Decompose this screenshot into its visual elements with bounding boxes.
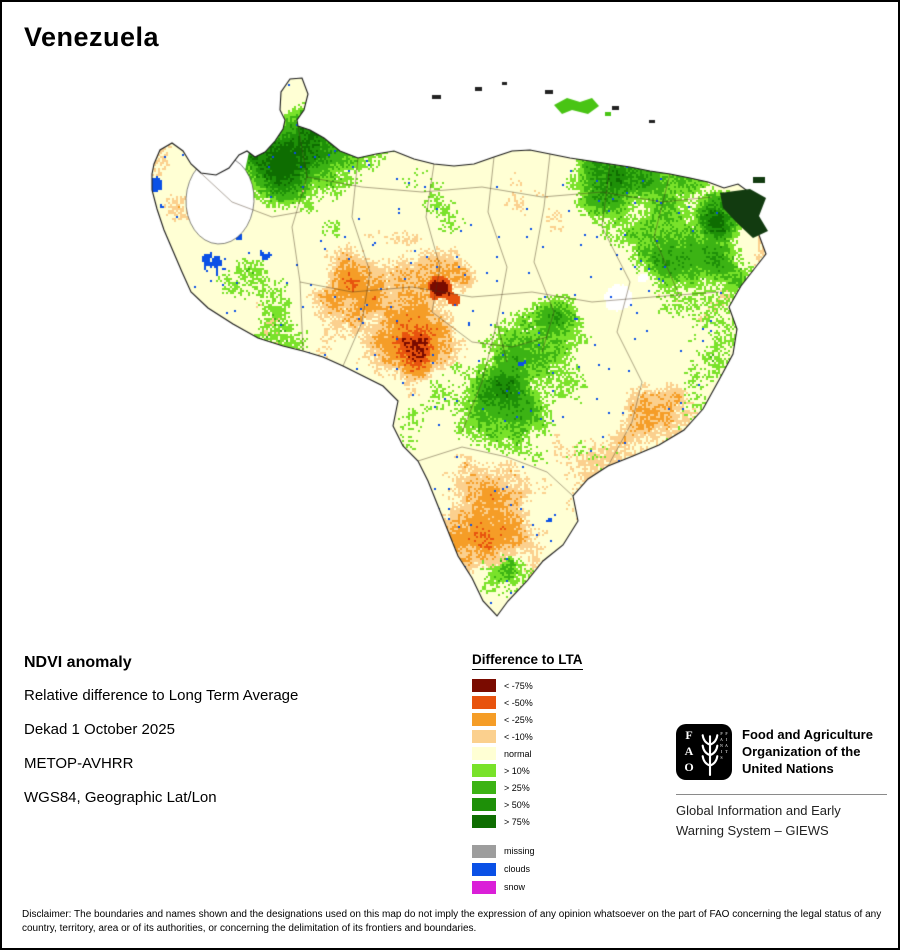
legend-swatch (472, 844, 496, 858)
legend-label: < -10% (504, 731, 533, 742)
legend-row: normal (472, 745, 583, 762)
legend-row: < -25% (472, 711, 583, 728)
fao-branding-block: FAO FIAT PANIS Food and Agriculture Orga… (676, 724, 890, 841)
page-title: Venezuela (24, 22, 160, 52)
wheat-icon (701, 734, 719, 776)
map-info-block: NDVI anomaly Relative difference to Long… (24, 654, 298, 823)
legend-label: > 50% (504, 799, 530, 810)
org-line: Organization of the (742, 744, 861, 759)
giews-name: Global Information and Early Warning Sys… (676, 801, 890, 841)
legend-swatch (472, 679, 496, 692)
info-line: METOP-AVHRR (24, 755, 134, 772)
legend-row: > 25% (472, 779, 583, 796)
legend-row: > 75% (472, 813, 583, 830)
legend-label: > 10% (504, 765, 530, 776)
legend-label: > 25% (504, 782, 530, 793)
legend-scale: < -75% < -50% < -25% < -10% normal > 10% (472, 677, 583, 830)
disclaimer-text: Disclaimer: The boundaries and names sho… (22, 909, 882, 934)
org-line: United Nations (742, 761, 834, 776)
legend-swatch (472, 713, 496, 726)
giews-line: Warning System – GIEWS (676, 823, 829, 838)
legend-label: < -75% (504, 680, 533, 691)
legend-row: < -75% (472, 677, 583, 694)
giews-line: Global Information and Early (676, 803, 841, 818)
legend-swatch (472, 781, 496, 794)
legend-label: snow (504, 882, 526, 892)
legend-swatch (472, 696, 496, 709)
legend-row: > 10% (472, 762, 583, 779)
legend-swatch (472, 764, 496, 777)
legend-swatch (472, 747, 496, 760)
legend-label: normal (504, 748, 532, 759)
legend-label: clouds (504, 864, 531, 874)
branding-divider (676, 794, 887, 795)
legend-label: missing (504, 846, 535, 856)
legend: Difference to LTA < -75% < -50% < -25% <… (472, 651, 583, 896)
legend-swatch (472, 798, 496, 811)
legend-row: < -50% (472, 694, 583, 711)
legend-row: < -10% (472, 728, 583, 745)
fao-logo-text: FAO (682, 728, 696, 776)
legend-row: missing (472, 842, 583, 860)
fao-logo: FAO FIAT PANIS (676, 724, 732, 780)
legend-swatch (472, 730, 496, 743)
legend-label: > 75% (504, 816, 530, 827)
legend-swatch (472, 880, 496, 894)
legend-label: < -50% (504, 697, 533, 708)
fao-org-name: Food and Agriculture Organization of the… (742, 724, 873, 780)
legend-swatch (472, 862, 496, 876)
legend-row: > 50% (472, 796, 583, 813)
info-line: Relative difference to Long Term Average (24, 687, 299, 704)
legend-row: clouds (472, 860, 583, 878)
legend-extra: missing clouds snow (472, 842, 583, 896)
org-line: Food and Agriculture (742, 727, 873, 742)
info-line: Dekad 1 October 2025 (24, 721, 175, 738)
legend-label: < -25% (504, 714, 533, 725)
fao-logo-motto: FIAT PANIS (719, 731, 729, 761)
legend-swatch (472, 815, 496, 828)
info-line: WGS84, Geographic Lat/Lon (24, 789, 217, 806)
legend-title: Difference to LTA (472, 652, 583, 670)
legend-row: snow (472, 878, 583, 896)
info-heading: NDVI anomaly (24, 654, 132, 671)
